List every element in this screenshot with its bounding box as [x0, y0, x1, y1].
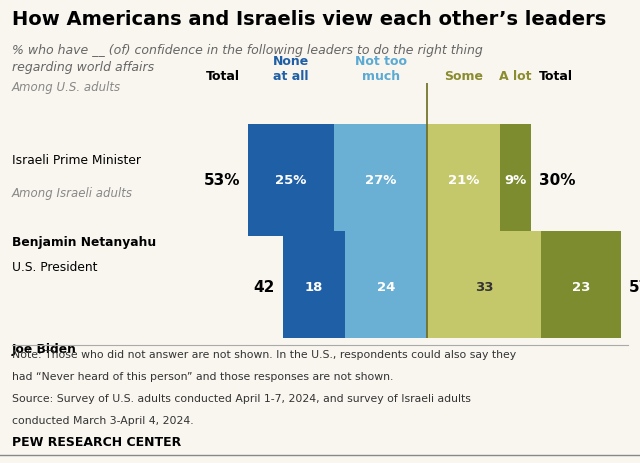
Text: 21%: 21% — [448, 174, 479, 187]
Text: 23: 23 — [572, 281, 590, 294]
Text: 33: 33 — [475, 281, 493, 294]
FancyBboxPatch shape — [282, 231, 344, 343]
Text: 57: 57 — [628, 280, 640, 294]
Text: 27%: 27% — [365, 174, 397, 187]
Text: Israeli Prime Minister: Israeli Prime Minister — [12, 154, 141, 167]
FancyBboxPatch shape — [541, 231, 621, 343]
FancyBboxPatch shape — [428, 124, 500, 236]
Text: Benjamin Netanyahu: Benjamin Netanyahu — [12, 236, 156, 249]
Text: 25%: 25% — [275, 174, 307, 187]
Text: 24: 24 — [377, 281, 395, 294]
Text: 53%: 53% — [204, 173, 240, 188]
Text: Among Israeli adults: Among Israeli adults — [12, 188, 133, 200]
Text: Among U.S. adults: Among U.S. adults — [12, 81, 121, 94]
Text: Joe Biden: Joe Biden — [12, 343, 77, 356]
Text: Total: Total — [539, 70, 573, 83]
Text: PEW RESEARCH CENTER: PEW RESEARCH CENTER — [12, 436, 180, 449]
Text: conducted March 3-April 4, 2024.: conducted March 3-April 4, 2024. — [12, 416, 193, 426]
Text: A lot: A lot — [499, 70, 532, 83]
Text: 9%: 9% — [504, 174, 527, 187]
FancyBboxPatch shape — [248, 124, 334, 236]
Text: Source: Survey of U.S. adults conducted April 1-7, 2024, and survey of Israeli a: Source: Survey of U.S. adults conducted … — [12, 394, 470, 404]
FancyBboxPatch shape — [334, 124, 428, 236]
Text: Total: Total — [206, 70, 240, 83]
Text: % who have __ (of) confidence in the following leaders to do the right thing
reg: % who have __ (of) confidence in the fol… — [12, 44, 483, 74]
Text: Note: Those who did not answer are not shown. In the U.S., respondents could als: Note: Those who did not answer are not s… — [12, 350, 516, 360]
Text: 30%: 30% — [539, 173, 575, 188]
FancyBboxPatch shape — [428, 231, 541, 343]
Text: U.S. President: U.S. President — [12, 261, 97, 274]
FancyBboxPatch shape — [344, 231, 428, 343]
Text: 42: 42 — [253, 280, 275, 294]
FancyBboxPatch shape — [500, 124, 531, 236]
Text: 18: 18 — [305, 281, 323, 294]
Text: had “Never heard of this person” and those responses are not shown.: had “Never heard of this person” and tho… — [12, 372, 393, 382]
Text: None
at all: None at all — [273, 56, 309, 83]
Text: How Americans and Israelis view each other’s leaders: How Americans and Israelis view each oth… — [12, 10, 606, 29]
Text: Not too
much: Not too much — [355, 56, 407, 83]
Text: Some: Some — [444, 70, 483, 83]
